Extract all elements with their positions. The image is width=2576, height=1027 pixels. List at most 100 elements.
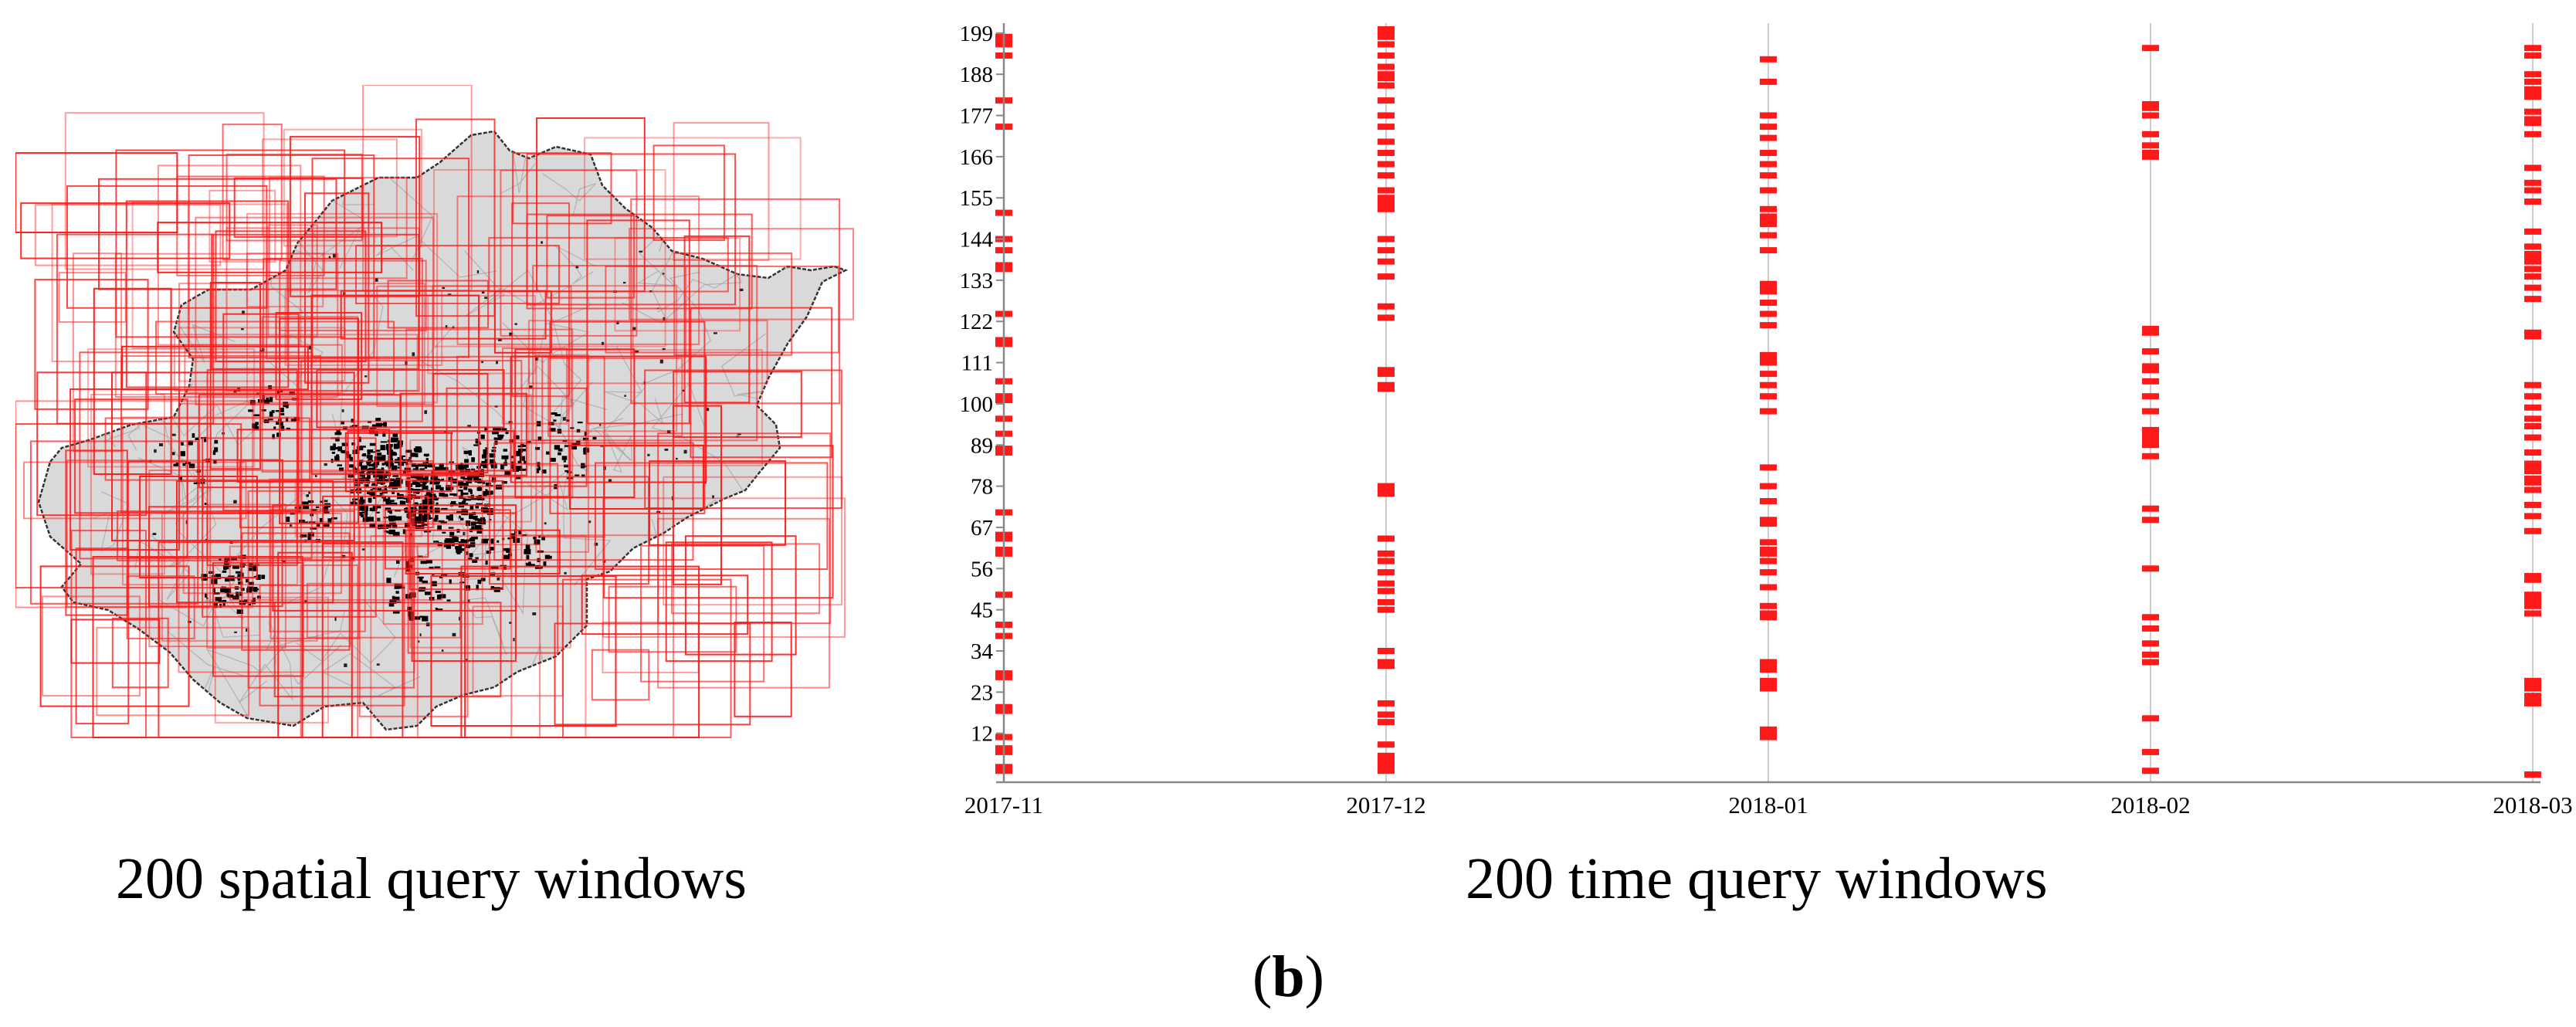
poi-mark [581,474,585,478]
spatial-query-window [304,192,370,384]
time-query-mark [2142,325,2159,332]
poi-mark [226,594,234,598]
poi-mark [484,297,488,299]
poi-mark [449,493,455,496]
poi-mark [534,539,541,545]
poi-mark [706,408,710,412]
spatial-query-window [405,529,561,575]
poi-mark [436,502,439,507]
poi-mark [222,570,227,573]
poi-mark [391,502,398,506]
poi-mark [413,448,417,452]
spatial-query-window [526,153,737,306]
poi-mark [301,501,309,505]
poi-mark [554,414,561,417]
poi-mark [453,493,458,497]
time-query-mark [1378,700,1395,707]
road-line [713,503,778,566]
road-line [321,652,421,697]
poi-mark [214,447,219,452]
time-query-mark [1378,29,1395,36]
poi-mark [388,455,393,460]
poi-mark [461,508,467,514]
poi-mark [492,431,499,435]
x-tick-label: 2018-02 [2110,791,2190,819]
poi-mark [439,492,445,497]
spatial-query-window [649,460,787,546]
time-query-mark [2524,595,2541,602]
time-query-mark [1760,355,1777,362]
poi-mark [215,574,222,579]
poi-mark [461,503,469,506]
poi-mark [446,544,452,549]
poi-mark [371,490,375,496]
time-query-mark [2524,116,2541,123]
poi-mark [389,510,392,514]
poi-mark [683,449,687,454]
poi-mark [252,423,258,429]
poi-mark [469,537,476,542]
time-query-mark [2524,164,2541,171]
time-query-mark [1760,213,1777,220]
poi-mark [503,555,510,560]
poi-mark [250,400,256,405]
poi-mark [485,489,488,492]
poi-mark [352,498,359,500]
poi-mark [306,494,309,497]
poi-mark [481,538,488,544]
poi-mark [473,444,479,446]
spatial-query-window [202,437,377,618]
poi-mark [469,553,473,558]
spatial-query-window [15,400,254,608]
poi-mark [485,482,491,487]
poi-mark [212,588,215,593]
time-query-mark [1760,666,1777,673]
time-query-mark [1760,161,1777,168]
poi-mark [220,588,225,593]
y-tick-label: 45 [971,598,993,623]
time-query-mark [1760,539,1777,546]
spatial-query-window [125,200,290,388]
spatial-query-window [432,372,489,474]
poi-mark [368,497,371,503]
spatial-query-window [239,460,434,529]
poi-mark [224,558,230,562]
time-query-mark [2524,93,2541,100]
time-query-mark [1378,756,1395,763]
spatial-query-window [644,369,842,509]
road-line [619,131,681,198]
poi-mark [473,515,478,520]
road-line [461,597,507,656]
poi-mark [195,437,200,440]
poi-mark [294,507,297,509]
spatial-query-window [65,449,128,616]
poi-mark [435,514,439,520]
poi-mark [224,588,232,594]
poi-mark [458,490,463,492]
time-query-mark [2142,348,2159,354]
poi-mark [682,389,685,391]
poi-mark [381,463,385,466]
poi-mark [436,608,443,611]
poi-mark [599,423,602,426]
poi-mark [375,278,378,282]
poi-mark [676,457,678,460]
poi-mark [509,622,512,624]
x-tick-label: 2018-01 [1728,791,1808,819]
time-query-mark [1760,681,1777,688]
poi-mark [213,450,217,452]
time-query-mark [1760,371,1777,378]
time-query-mark [1760,217,1777,224]
poi-mark [739,288,744,291]
poi-mark [301,534,307,537]
spatial-query-window [66,459,212,608]
spatial-query-window [581,575,749,636]
poi-mark [528,561,531,568]
time-query-mark [2524,198,2541,205]
poi-mark [233,500,237,503]
poi-mark [429,506,434,510]
spatial-query-window [42,595,141,697]
poi-mark [389,451,395,454]
poi-mark [323,524,330,527]
poi-mark [616,320,619,324]
